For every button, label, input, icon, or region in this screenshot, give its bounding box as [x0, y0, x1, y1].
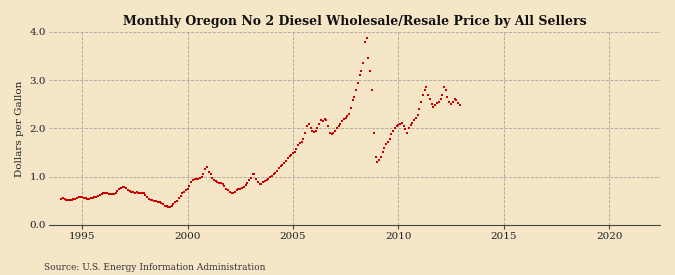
Text: Source: U.S. Energy Information Administration: Source: U.S. Energy Information Administ… [44, 263, 265, 272]
Y-axis label: Dollars per Gallon: Dollars per Gallon [15, 80, 24, 177]
Title: Monthly Oregon No 2 Diesel Wholesale/Resale Price by All Sellers: Monthly Oregon No 2 Diesel Wholesale/Res… [123, 15, 586, 28]
